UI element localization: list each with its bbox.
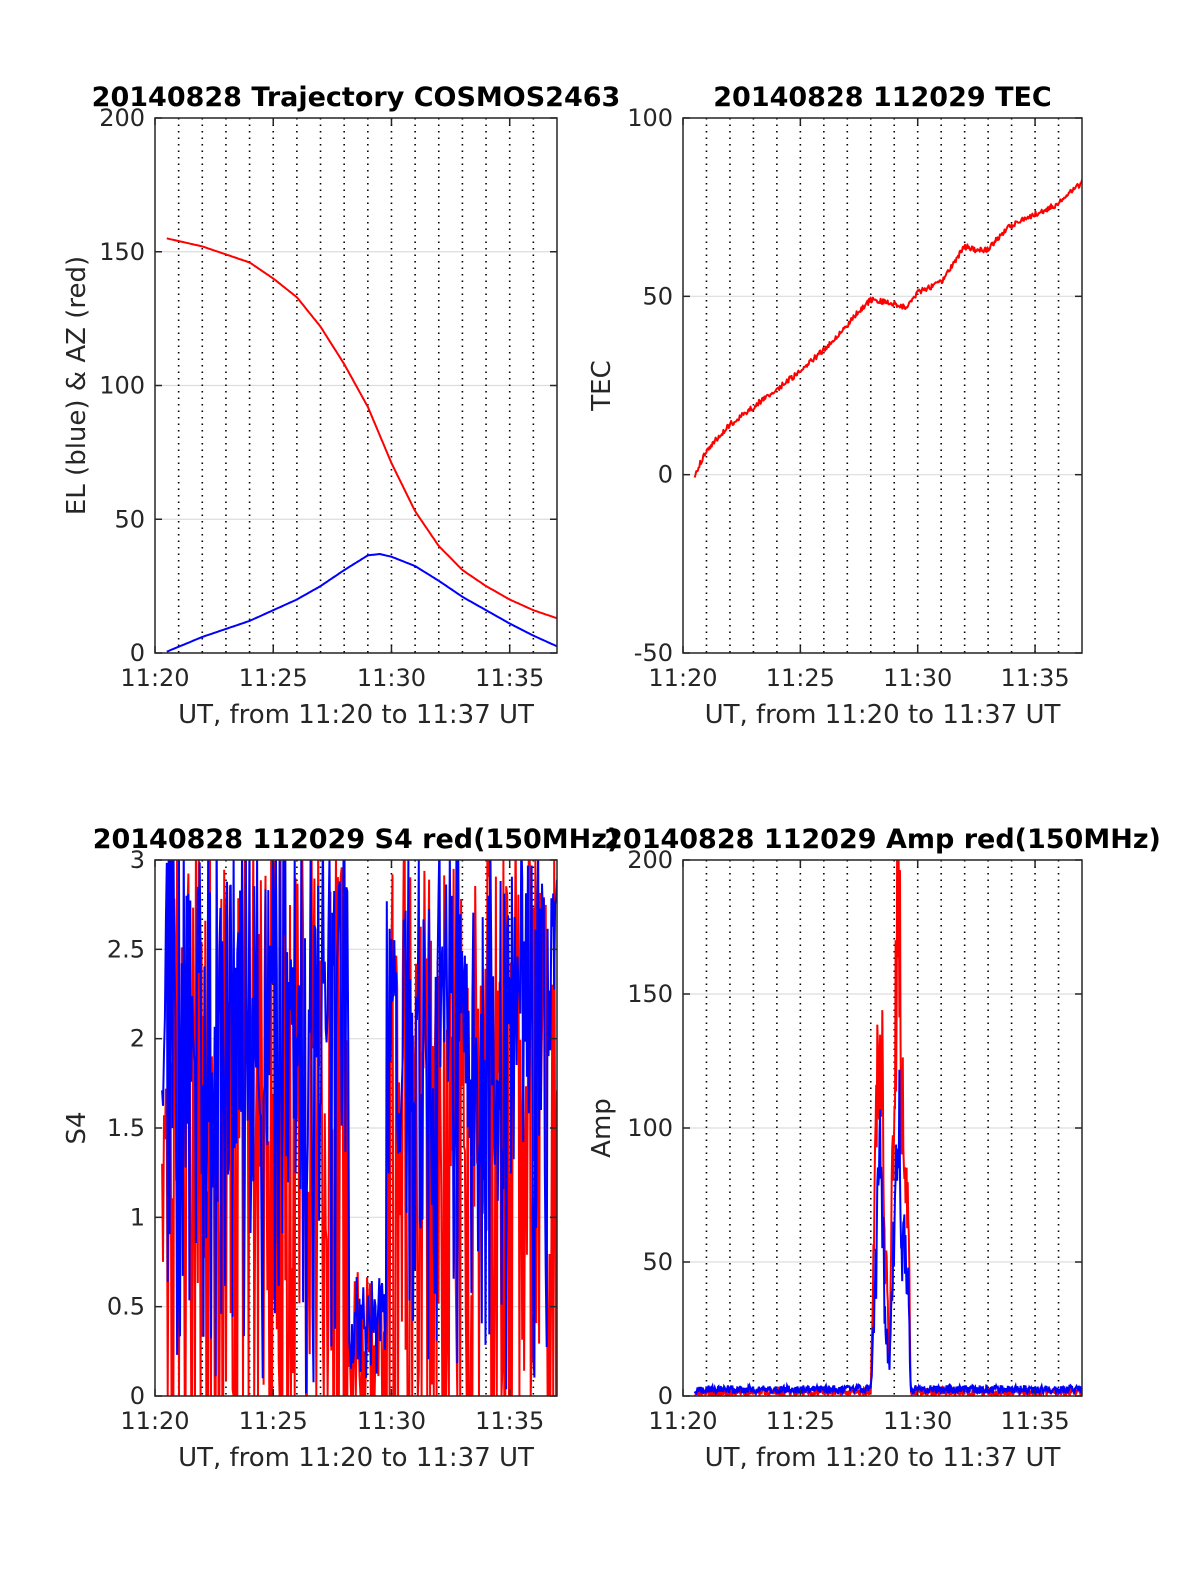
- series-group: [693, 179, 1082, 478]
- y-tick-label: -50: [634, 639, 673, 667]
- x-tick-label: 11:20: [648, 664, 717, 692]
- series-blue: [693, 1069, 1082, 1396]
- y-tick-label: 200: [627, 846, 673, 874]
- x-tick-label: 11:30: [883, 664, 952, 692]
- axes-box: [682, 117, 1083, 654]
- chart-panel-3: 11:20 11:25 11:30 11:35 0 0.5 1 1.5 2 2.5 32014082…: [62, 824, 619, 1473]
- chart-title: 20140828 Trajectory COSMOS2463: [92, 82, 621, 113]
- y-axis-label: TEC: [587, 360, 617, 411]
- series-line: [693, 179, 1082, 478]
- x-axis-label: UT, from 11:20 to 11:37 UT: [178, 700, 534, 730]
- series-line: [166, 237, 557, 620]
- x-tick-label: 11:20: [648, 1407, 717, 1435]
- x-tick-label: 11:35: [475, 664, 544, 692]
- y-tick-label: 200: [99, 104, 145, 132]
- x-tick-label: 11:25: [239, 664, 308, 692]
- y-tick-label: 1.5: [107, 1114, 145, 1142]
- x-tick-label: 11:35: [475, 1407, 544, 1435]
- y-tick-label: 0: [658, 1382, 673, 1410]
- y-tick-label: 3: [130, 846, 145, 874]
- y-tick-label: 0: [130, 639, 145, 667]
- y-axis-label: EL (blue) & AZ (red): [62, 256, 92, 515]
- x-tick-label: 11:20: [120, 1407, 189, 1435]
- chart-panel-1: 11:20 11:25 11:30 11:35 0 50 100 150 20020140828…: [62, 82, 620, 730]
- x-tick-label: 11:20: [120, 664, 189, 692]
- y-tick-label: 50: [642, 282, 673, 310]
- y-axis-label: S4: [62, 1111, 92, 1144]
- y-tick-label: 100: [627, 1114, 673, 1142]
- series-group: [166, 237, 557, 653]
- y-tick-label: 50: [114, 505, 145, 533]
- y-tick-label: 50: [642, 1248, 673, 1276]
- x-axis-label: UT, from 11:20 to 11:37 UT: [178, 1443, 534, 1473]
- y-tick-label: 150: [99, 238, 145, 266]
- x-tick-label: 11:30: [883, 1407, 952, 1435]
- y-tick-label: 2.5: [107, 935, 145, 963]
- series-group: [161, 860, 557, 1396]
- x-tick-label: 11:25: [766, 664, 835, 692]
- chart-title: 20140828 112029 Amp red(150MHz): [604, 824, 1161, 855]
- y-tick-label: 0: [658, 461, 673, 489]
- y-tick-label: 150: [627, 980, 673, 1008]
- y-axis-label: Amp: [587, 1098, 617, 1158]
- y-tick-label: 1: [130, 1203, 145, 1231]
- y-tick-label: 0: [130, 1382, 145, 1410]
- series-blue: [161, 860, 557, 1394]
- y-tick-label: 0.5: [107, 1293, 145, 1321]
- chart-title: 20140828 112029 TEC: [713, 82, 1052, 113]
- y-tick-label: 100: [627, 104, 673, 132]
- y-tick-label: 2: [130, 1025, 145, 1053]
- series-line: [166, 553, 557, 653]
- x-tick-label: 11:30: [357, 664, 426, 692]
- chart-panel-4: 11:20 11:25 11:30 11:35 0 50 100 150 20020140828…: [587, 824, 1161, 1473]
- series-group: [693, 860, 1082, 1396]
- x-axis-label: UT, from 11:20 to 11:37 UT: [705, 1443, 1061, 1473]
- chart-title: 20140828 112029 S4 red(150MHz): [93, 824, 620, 855]
- chart-panel-2: 11:20 11:25 11:30 11:35 -50 0 50 100 20140828 11…: [587, 82, 1083, 730]
- x-axis-label: UT, from 11:20 to 11:37 UT: [705, 700, 1061, 730]
- y-tick-label: 100: [99, 372, 145, 400]
- x-tick-label: 11:25: [239, 1407, 308, 1435]
- x-tick-label: 11:35: [1000, 664, 1069, 692]
- x-tick-label: 11:35: [1000, 1407, 1069, 1435]
- x-tick-label: 11:30: [357, 1407, 426, 1435]
- x-tick-label: 11:25: [766, 1407, 835, 1435]
